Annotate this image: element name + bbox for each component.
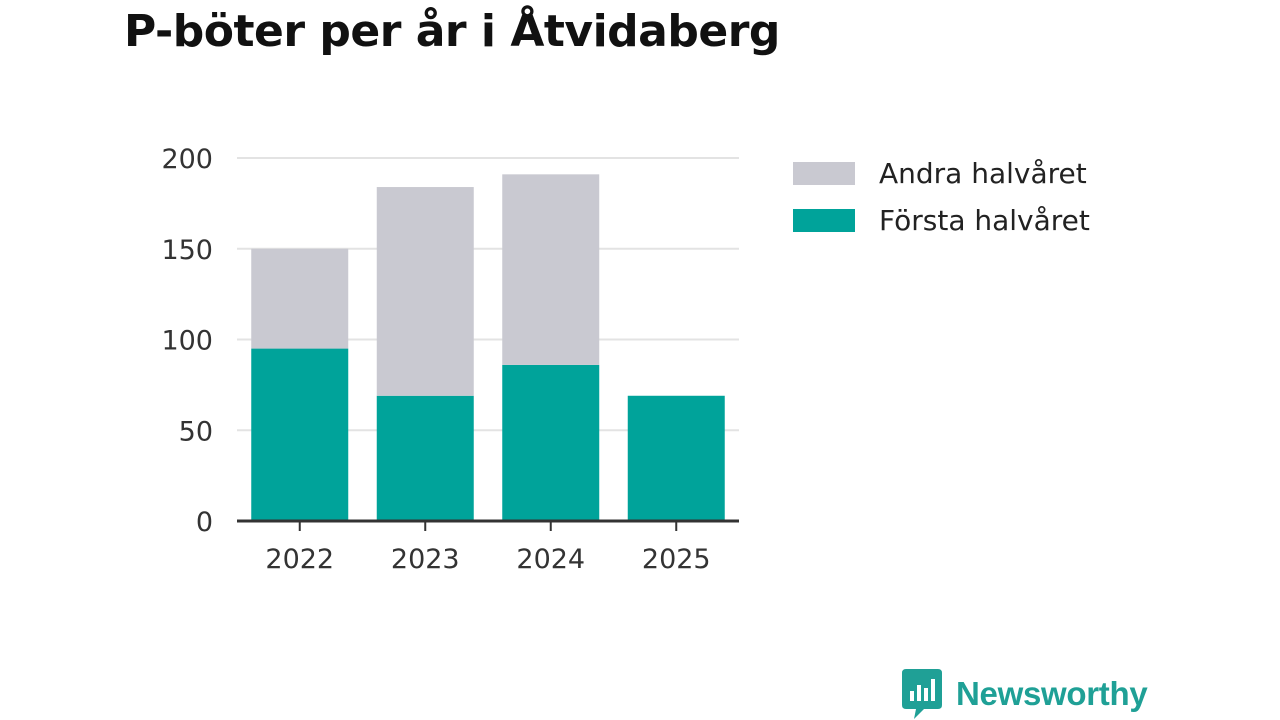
y-tick-label: 100 [161, 326, 213, 357]
bar-forsta-2025 [627, 395, 725, 521]
legend-label-andra: Andra halvåret [879, 157, 1087, 190]
y-tick-label: 200 [161, 144, 213, 175]
x-tick-label: 2025 [642, 544, 711, 575]
newsworthy-logo-text: Newsworthy [956, 675, 1148, 712]
y-tick-label: 0 [196, 507, 213, 538]
bar-forsta-2023 [376, 395, 474, 521]
bar-andra-2024 [502, 174, 600, 365]
newsworthy-logo-icon [902, 669, 942, 719]
legend-swatch-andra [793, 162, 855, 185]
y-tick-label: 50 [179, 416, 213, 447]
bar-forsta-2024 [502, 364, 600, 521]
y-tick-label: 150 [161, 235, 213, 266]
x-tick-label: 2024 [516, 544, 585, 575]
bar-andra-2022 [251, 248, 349, 349]
chart-title: P-böter per år i Åtvidaberg [124, 6, 780, 57]
chart-legend: Andra halvåret Första halvåret [793, 150, 1090, 244]
newsworthy-logo: Newsworthy [902, 669, 1148, 719]
legend-label-forsta: Första halvåret [879, 204, 1090, 237]
x-tick-label: 2022 [265, 544, 334, 575]
legend-item-forsta: Första halvåret [793, 197, 1090, 244]
x-tick-label: 2023 [391, 544, 460, 575]
legend-swatch-forsta [793, 209, 855, 232]
bar-forsta-2022 [251, 348, 349, 521]
legend-item-andra: Andra halvåret [793, 150, 1090, 197]
bar-andra-2023 [376, 187, 474, 396]
